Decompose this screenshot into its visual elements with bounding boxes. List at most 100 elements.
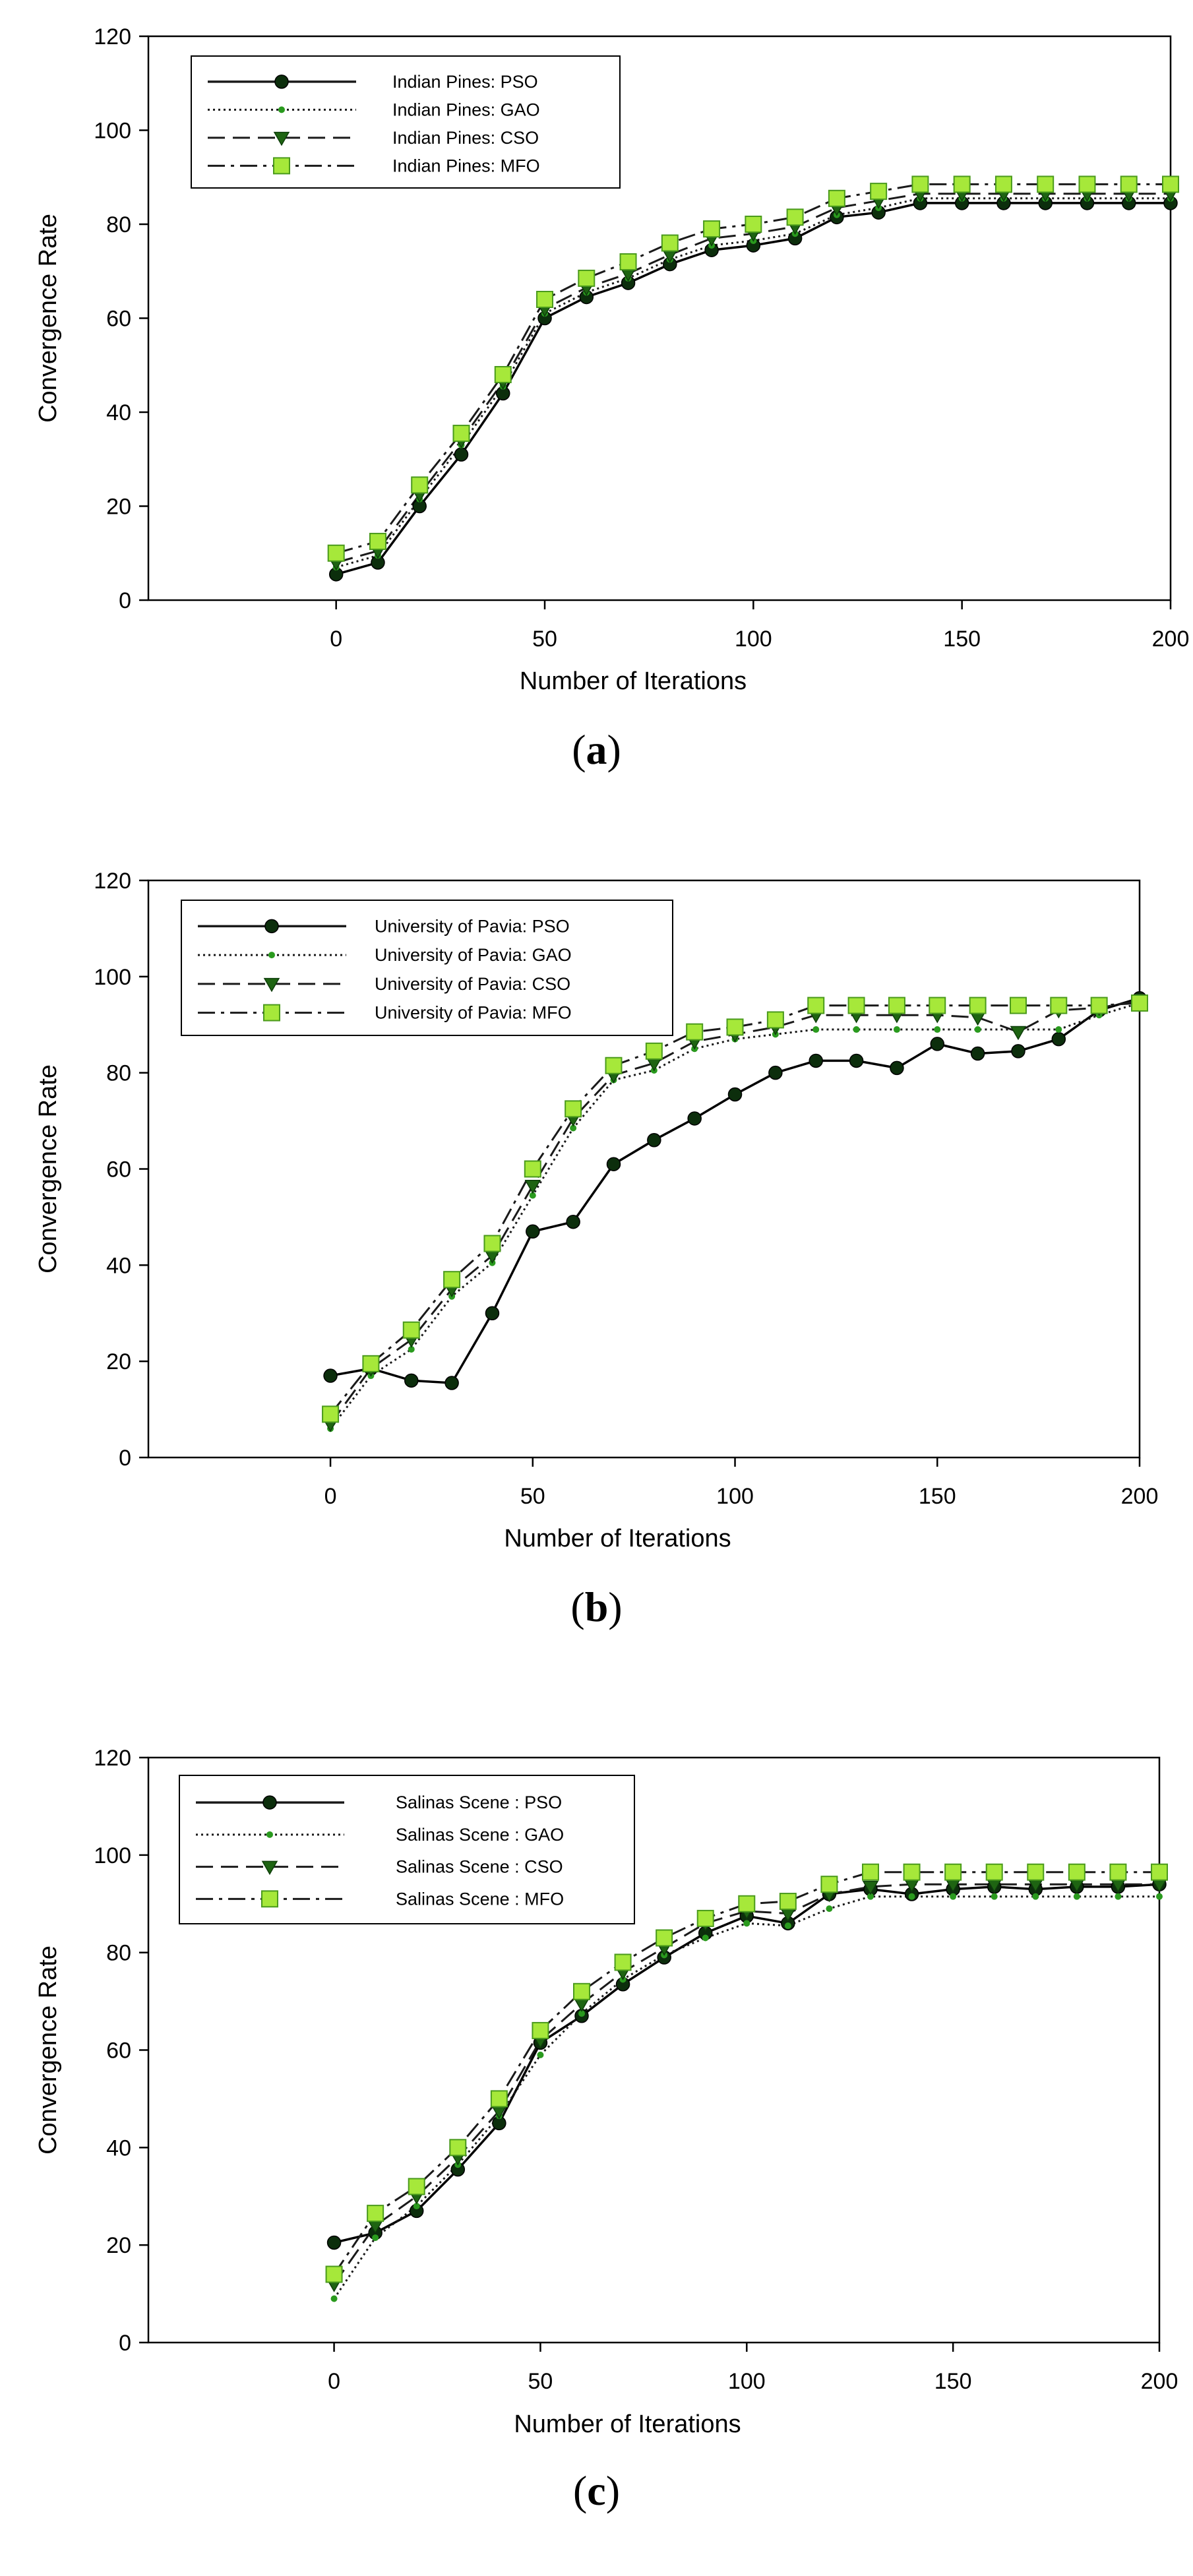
line-chart-c: 0 20 40 60 80 100 120 0 50 100 150 200 Number of Ite… (34, 1746, 1178, 2438)
data-point-gao (529, 1192, 536, 1199)
series-markers-pso (326, 1877, 1167, 2250)
y-tick-label: 20 (106, 1349, 131, 1374)
data-point-pso (970, 1046, 985, 1061)
data-point-mfo (362, 1355, 380, 1372)
legend-marker-gao (278, 106, 285, 113)
data-point-mfo (969, 997, 987, 1014)
legend-marker-pso (264, 919, 279, 934)
data-point-mfo (532, 2021, 549, 2039)
y-tick-label: 60 (106, 2039, 131, 2064)
data-point-cso (862, 1880, 879, 1895)
data-point-mfo (573, 1982, 590, 2000)
legend-box (191, 55, 621, 189)
data-point-mfo (903, 1863, 921, 1881)
data-point-mfo (1162, 175, 1179, 193)
data-point-pso (404, 1373, 419, 1388)
legend-label-mfo: University of Pavia: MFO (375, 1003, 572, 1023)
data-point-cso (524, 1180, 541, 1194)
y-axis-label: Convergence Rate (34, 1946, 62, 2155)
data-point-gao (578, 2010, 585, 2017)
data-point-gao (743, 1920, 750, 1927)
legend-label-cso: Salinas Scene : CSO (396, 1857, 563, 1877)
data-point-gao (991, 1893, 998, 1900)
y-tick-label: 0 (119, 588, 131, 613)
data-point-pso (326, 2235, 342, 2250)
data-point-gao (950, 1893, 957, 1900)
data-point-mfo (614, 1953, 632, 1971)
y-tick-label: 0 (119, 2331, 131, 2356)
data-point-mfo (1131, 994, 1148, 1012)
data-point-pso (1011, 1044, 1025, 1058)
data-point-gao (702, 1934, 709, 1942)
y-tick-label: 0 (119, 1446, 131, 1471)
legend-label-pso: Salinas Scene : PSO (396, 1793, 562, 1812)
data-point-mfo (1027, 1863, 1045, 1881)
data-point-gao (867, 1893, 874, 1900)
data-point-mfo (1090, 997, 1108, 1014)
data-point-gao (1032, 1893, 1039, 1900)
data-point-mfo (929, 997, 946, 1014)
data-point-mfo (449, 2139, 467, 2157)
x-tick-label: 100 (735, 627, 772, 652)
data-point-gao (812, 1026, 820, 1033)
data-point-mfo (578, 269, 596, 287)
legend: University of Pavia: PSO University of Pa… (181, 900, 673, 1036)
series-line-cso (333, 1883, 1159, 2285)
data-point-cso (1010, 1026, 1027, 1041)
data-point-mfo (686, 1023, 704, 1041)
legend-marker-cso (263, 977, 280, 993)
legend-label-mfo: Salinas Scene : MFO (396, 1889, 564, 1909)
y-tick-label: 80 (106, 1941, 131, 1966)
legend-label-gao: Indian Pines: GAO (392, 100, 540, 119)
series-markers-pso (323, 991, 1147, 1390)
legend: Salinas Scene : PSO Salinas Scene : GAO Sa… (179, 1775, 635, 1924)
y-tick-label: 80 (106, 1061, 131, 1086)
legend-marker-gao (266, 1831, 273, 1838)
data-point-mfo (738, 1895, 756, 1913)
y-tick-label: 80 (106, 212, 131, 237)
series-markers-gao (327, 999, 1143, 1432)
x-tick-label: 150 (943, 627, 981, 652)
data-point-mfo (726, 1018, 744, 1036)
x-tick-label: 200 (1152, 627, 1190, 652)
data-point-mfo (327, 544, 345, 562)
data-point-mfo (325, 2265, 343, 2283)
data-point-mfo (1151, 1863, 1168, 1881)
y-tick-label: 120 (94, 1746, 131, 1771)
data-point-pso (849, 1053, 864, 1068)
data-point-mfo (888, 997, 905, 1014)
data-point-mfo (1050, 997, 1068, 1014)
data-point-pso (526, 1224, 540, 1239)
data-point-mfo (1009, 997, 1027, 1014)
data-point-mfo (847, 997, 865, 1014)
x-tick-label: 100 (716, 1484, 754, 1509)
data-point-mfo (779, 1893, 797, 1911)
y-tick-label: 40 (106, 400, 131, 425)
y-tick-label: 60 (106, 307, 131, 332)
legend-marker-mfo (273, 157, 290, 175)
line-chart-a: 0 20 40 60 80 100 120 0 50 100 150 200 Number of Ite… (34, 24, 1190, 695)
data-point-gao (1073, 1893, 1080, 1900)
data-point-mfo (494, 366, 512, 383)
legend-label-cso: Indian Pines: CSO (392, 128, 539, 148)
data-point-mfo (786, 208, 804, 226)
series-line-mfo (329, 1002, 1140, 1415)
series-line-mfo (333, 1871, 1159, 2275)
data-point-pso (890, 1060, 904, 1076)
x-tick-label: 100 (728, 2369, 766, 2394)
data-point-gao (570, 1124, 577, 1132)
data-point-pso (606, 1157, 621, 1171)
series-markers-mfo (322, 994, 1148, 1423)
data-point-mfo (766, 1011, 784, 1029)
data-point-mfo (1068, 1863, 1086, 1881)
x-axis-label: Number of Iterations (514, 2410, 741, 2438)
series-line-gao (329, 1002, 1140, 1430)
data-point-mfo (703, 220, 721, 238)
x-tick-label: 150 (919, 1484, 956, 1509)
data-point-mfo (369, 532, 386, 550)
line-chart-b: 0 20 40 60 80 100 120 0 50 100 150 200 Number of Ite… (34, 869, 1158, 1552)
series-markers-pso (328, 196, 1178, 582)
data-point-pso (687, 1111, 702, 1126)
series-line-gao (333, 1895, 1159, 2300)
data-point-mfo (870, 183, 888, 200)
